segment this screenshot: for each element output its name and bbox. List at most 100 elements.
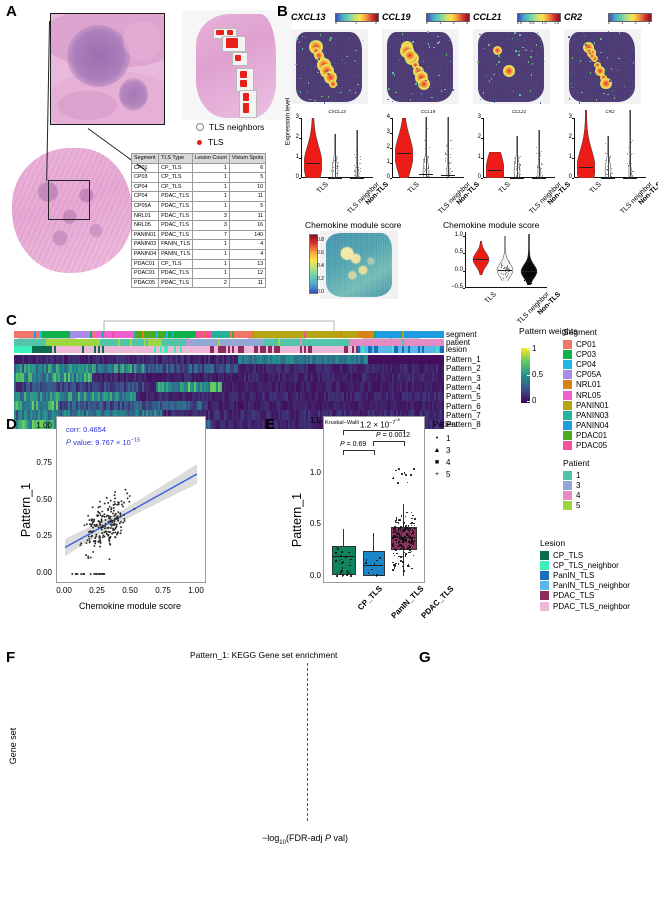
heatmap-cell xyxy=(170,401,172,411)
heatmap-cell xyxy=(430,354,432,364)
heatmap-cell xyxy=(80,373,82,383)
annotation-cell xyxy=(156,346,158,353)
heatmap-cell xyxy=(124,354,126,364)
heatmap-cell xyxy=(194,401,196,411)
annotation-cell xyxy=(264,331,266,338)
heatmap-cell xyxy=(264,410,266,420)
heatmap-cell xyxy=(438,382,440,392)
spatial-tls-map xyxy=(182,10,292,120)
violin-median xyxy=(579,167,593,168)
annotation-cell xyxy=(352,338,354,346)
heatmap-cell xyxy=(394,391,396,401)
annotation-cell xyxy=(270,338,272,346)
violin-point xyxy=(535,175,537,177)
lesion-legend-title: Lesion xyxy=(540,538,566,548)
annotation-cell xyxy=(260,338,262,346)
heatmap-cell xyxy=(396,382,398,392)
heatmap-cell xyxy=(332,373,334,383)
heatmap-cell xyxy=(388,410,390,420)
violin-point xyxy=(331,162,333,164)
heatmap-cell xyxy=(300,382,302,392)
pairwise-pvalue: P = 0.0012 xyxy=(375,431,412,439)
violin-point xyxy=(355,161,357,163)
visium-spot xyxy=(348,37,350,39)
annotation-cell xyxy=(284,331,286,338)
heatmap-cell xyxy=(58,354,60,364)
heatmap-cell xyxy=(98,373,100,383)
segment-legend-item: CP05A xyxy=(563,370,609,380)
spot-grid xyxy=(382,29,459,104)
annotation-cell xyxy=(20,338,22,346)
table-row: PDAC01 CP_TLS 1 13 xyxy=(130,258,267,270)
annotation-cell xyxy=(408,331,410,338)
visium-spot xyxy=(387,98,389,101)
p-value: value: 9.767 × 10−15 xyxy=(71,437,141,447)
heatmap-cell xyxy=(364,391,366,401)
heatmap-cell xyxy=(346,410,348,420)
violin-point xyxy=(607,168,609,170)
heatmap-cell xyxy=(170,373,172,383)
annotation-cell xyxy=(392,346,394,353)
annotation-cell xyxy=(436,338,438,346)
heatmap-cell xyxy=(140,354,142,364)
boxplot-jitter-point xyxy=(397,541,400,544)
visium-spot xyxy=(607,93,609,96)
module-violin-point xyxy=(508,261,510,263)
violin-point xyxy=(358,175,360,177)
lesion-legend-swatch xyxy=(540,581,549,591)
annotation-cell xyxy=(26,346,28,353)
heatmap-cell xyxy=(106,354,108,364)
heatmap-cell xyxy=(200,391,202,401)
annotation-cell xyxy=(344,331,346,338)
panel-f-ylabel: Gene set xyxy=(8,727,18,765)
heatmap-cell xyxy=(220,363,222,374)
annotation-cell xyxy=(244,331,246,338)
heatmap-cell xyxy=(304,373,306,383)
visium-spot xyxy=(346,45,349,47)
heatmap-cell xyxy=(286,354,288,364)
patient-legend-item: 4 xyxy=(563,490,589,500)
segment-legend-item: CP01 xyxy=(563,339,609,349)
module-violin-point xyxy=(532,273,534,275)
patient-marker-icon: + xyxy=(434,470,440,478)
module-violin-point xyxy=(531,272,533,274)
heatmap-cell xyxy=(298,410,300,420)
module-violin-point xyxy=(529,279,531,281)
heatmap-cell xyxy=(20,401,22,411)
annotation-cell xyxy=(418,346,420,353)
heatmap-cell xyxy=(244,382,246,392)
heatmap-cell xyxy=(106,410,108,420)
heatmap-cell xyxy=(70,354,72,364)
heatmap-cell xyxy=(378,382,380,392)
annotation-cell xyxy=(92,338,94,346)
annotation-cell xyxy=(364,331,366,338)
annotation-cell xyxy=(228,331,230,338)
heatmap-cell xyxy=(232,382,234,392)
annotation-cell xyxy=(246,338,248,346)
visium-spot xyxy=(600,51,602,54)
heatmap-cell xyxy=(422,363,424,374)
annotation-cell xyxy=(348,346,350,353)
heatmap-cell xyxy=(170,354,172,364)
heatmap-cell xyxy=(292,363,294,374)
annotation-cell xyxy=(190,338,192,346)
heatmap-cell xyxy=(186,382,188,392)
annotation-cell xyxy=(284,338,286,346)
heatmap-cell xyxy=(380,401,382,411)
heatmap-cell xyxy=(344,363,346,374)
heatmap-cell xyxy=(406,354,408,364)
heatmap-cell xyxy=(388,363,390,374)
heatmap-cell xyxy=(82,354,84,364)
boxplot-jitter-point xyxy=(398,545,401,548)
module-violin-point xyxy=(503,273,505,275)
heatmap-cell xyxy=(356,354,358,364)
heatmap-cell xyxy=(364,354,366,364)
visium-spot xyxy=(425,79,427,82)
heatmap-cell xyxy=(126,391,128,401)
annotation-cell xyxy=(170,338,172,346)
heatmap-cell xyxy=(270,373,272,383)
heatmap-cell xyxy=(216,382,218,392)
violin-point xyxy=(632,153,634,155)
annotation-cell xyxy=(260,346,262,353)
annotation-cell xyxy=(272,346,274,353)
